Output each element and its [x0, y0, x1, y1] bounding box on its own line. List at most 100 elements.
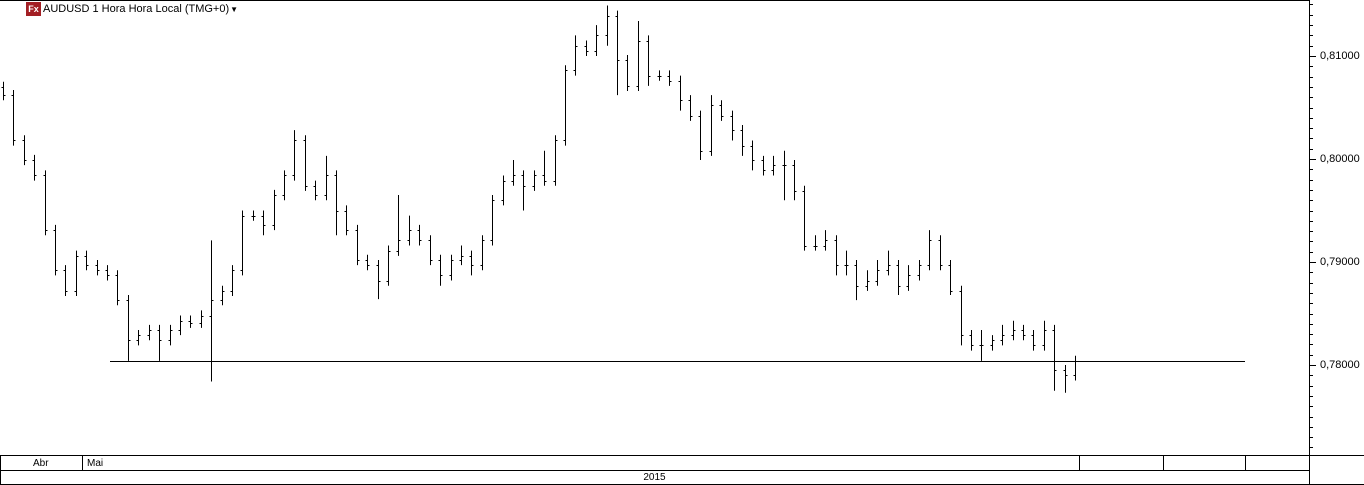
ohlc-bar	[771, 155, 776, 176]
ohlc-bar	[906, 265, 911, 291]
ohlc-bar	[282, 170, 287, 201]
x-tick-label-mai: Mai	[87, 458, 104, 469]
ohlc-bar	[542, 150, 547, 186]
ohlc-bar	[698, 110, 703, 161]
ohlc-bar	[636, 20, 641, 92]
ohlc-bar	[886, 250, 891, 276]
ohlc-bar	[948, 259, 953, 295]
x-year-label: 2015	[643, 472, 666, 483]
ohlc-bar	[938, 235, 943, 271]
ohlc-bar	[449, 254, 454, 281]
ohlc-bar	[792, 160, 797, 201]
y-tick-label: 0,80000	[1320, 153, 1360, 165]
ohlc-bar	[115, 270, 120, 306]
ohlc-bar	[813, 235, 818, 251]
ohlc-bar	[22, 135, 27, 166]
ohlc-bar	[407, 215, 412, 246]
ohlc-bar	[573, 35, 578, 76]
ohlc-bar	[563, 65, 568, 146]
ohlc-bar	[240, 210, 245, 276]
ohlc-bar	[802, 185, 807, 251]
ohlc-bar	[490, 195, 495, 246]
ohlc-bar	[53, 224, 58, 276]
ohlc-bar	[917, 259, 922, 281]
ohlc-bar	[1073, 355, 1078, 381]
ohlc-bar	[584, 40, 589, 56]
y-tick-label: 0,78000	[1320, 359, 1360, 371]
fx-logo-icon: Fx	[26, 2, 41, 16]
chart-header: Fx AUDUSD 1 Hora Hora Local (TMG+0) ▼	[26, 2, 238, 16]
ohlc-bar	[678, 75, 683, 111]
ohlc-bar	[355, 224, 360, 266]
ohlc-bar	[709, 95, 714, 156]
ohlc-bar	[625, 54, 630, 92]
ohlc-bar	[511, 160, 516, 186]
ohlc-bar	[990, 335, 995, 351]
ohlc-bar	[875, 259, 880, 286]
ohlc-bar	[750, 140, 755, 171]
ohlc-bar	[84, 250, 89, 271]
ohlc-bar	[438, 254, 443, 286]
ohlc-bar	[126, 294, 131, 361]
ohlc-bar	[480, 235, 485, 271]
ohlc-bar	[1000, 324, 1005, 346]
ohlc-bar	[1052, 324, 1057, 391]
y-tick-label: 0,79000	[1320, 256, 1360, 268]
ohlc-bar	[688, 95, 693, 121]
ohlc-bar	[157, 324, 162, 361]
ohlc-bar	[605, 5, 610, 46]
ohlc-bar	[646, 35, 651, 86]
ohlc-bar	[667, 70, 672, 86]
caret-down-icon[interactable]: ▼	[230, 4, 239, 14]
ohlc-bar	[854, 259, 859, 301]
ohlc-bar	[1042, 320, 1047, 351]
ohlc-bar	[209, 240, 214, 382]
ohlc-bar	[719, 100, 724, 121]
ohlc-bar	[553, 135, 558, 186]
ohlc-bar	[95, 259, 100, 276]
ohlc-bar	[365, 254, 370, 271]
ohlc-bar	[1011, 320, 1016, 341]
ohlc-bar	[979, 329, 984, 361]
ohlc-bar	[292, 130, 297, 181]
ohlc-bar	[105, 265, 110, 281]
ohlc-bar	[63, 265, 68, 296]
ohlc-bar	[43, 170, 48, 236]
ohlc-bar	[865, 270, 870, 291]
ohlc-bar	[782, 150, 787, 201]
ohlc-bar	[1, 81, 6, 101]
ohlc-bar	[740, 125, 745, 156]
ohlc-bar	[11, 89, 16, 146]
ohlc-bar	[324, 155, 329, 201]
ohlc-bar	[615, 10, 620, 96]
ohlc-bar	[428, 235, 433, 266]
ohlc-bar	[251, 210, 256, 221]
ohlc-bar	[896, 259, 901, 295]
ohlc-bar	[147, 324, 152, 341]
ohlc-bar	[396, 195, 401, 256]
ohlc-bar	[32, 154, 37, 181]
ohlc-bar	[1031, 329, 1036, 351]
ohlc-bar	[959, 285, 964, 346]
ohlc-bar	[344, 205, 349, 236]
ohlc-bar	[657, 70, 662, 81]
y-tick-label: 0,81000	[1320, 50, 1360, 62]
y-axis-ticks	[1309, 4, 1316, 448]
ohlc-bar	[136, 329, 141, 346]
ohlc-bar	[761, 155, 766, 176]
ohlc-bar	[230, 265, 235, 296]
ohlc-bar	[199, 310, 204, 328]
ohlc-bar	[834, 235, 839, 276]
ohlc-bar	[74, 250, 79, 296]
ohlc-bar	[469, 250, 474, 276]
ohlc-bar	[334, 170, 339, 236]
ohlc-bar	[386, 245, 391, 286]
ohlc-bar	[417, 224, 422, 246]
ohlc-bar	[521, 170, 526, 211]
ohlc-bar	[1021, 324, 1026, 341]
ohlc-bar	[594, 25, 599, 56]
ohlc-bar	[313, 180, 318, 201]
ohlc-bar	[459, 245, 464, 266]
